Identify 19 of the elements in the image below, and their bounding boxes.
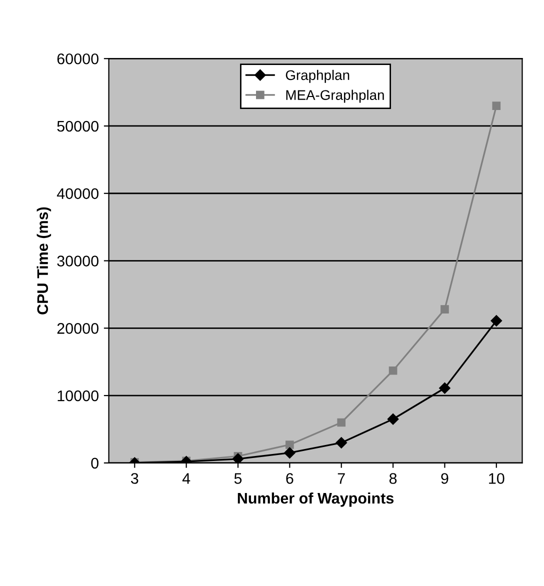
x-tick-label: 9 [441, 473, 448, 484]
y-tick-label: 60000 [57, 53, 98, 64]
x-tick-label: 10 [489, 473, 504, 484]
x-tick-label: 7 [338, 473, 345, 484]
x-axis-title: Number of Waypoints [238, 492, 394, 507]
x-tick-label: 3 [130, 473, 138, 484]
y-tick-label: 40000 [56, 188, 98, 200]
y-tick-label: 10000 [58, 390, 98, 402]
y-axis-title: CPU Time (ms) [36, 207, 52, 314]
x-tick-label: 8 [389, 473, 397, 484]
x-tick-label: 6 [286, 473, 294, 484]
x-tick-label: 4 [182, 473, 190, 484]
y-tick-label: 0 [91, 458, 98, 469]
y-tick-label: 30000 [57, 256, 98, 266]
legend-label: MEA-Graphplan [286, 90, 384, 103]
legend-label: Graphplan [286, 70, 350, 83]
y-tick-label: 50000 [57, 120, 98, 132]
y-tick-label: 20000 [57, 323, 98, 334]
x-tick-label: 5 [234, 473, 242, 484]
